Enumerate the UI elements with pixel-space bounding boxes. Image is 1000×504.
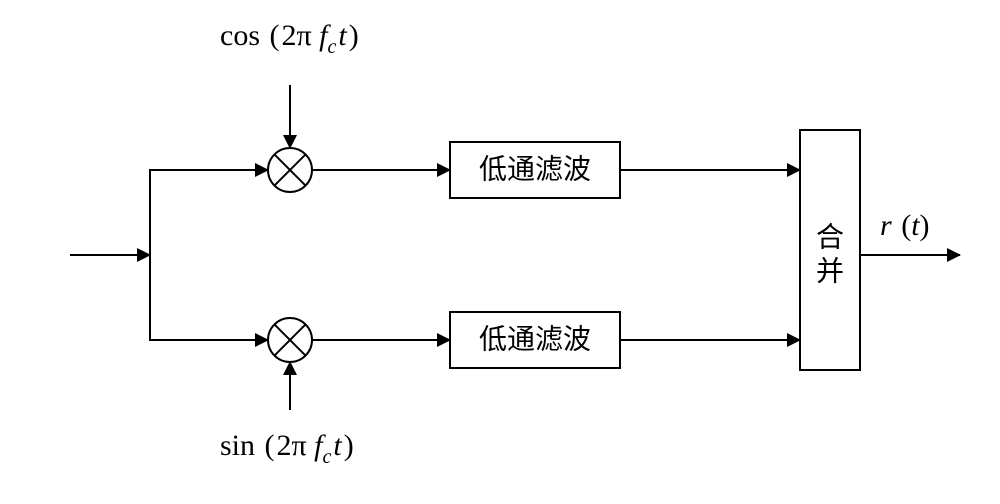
label-sin: sin (2π fct) (220, 429, 354, 468)
lpf-bot-block: 低通滤波 (450, 312, 620, 368)
lpf-top-block: 低通滤波 (450, 142, 620, 198)
label-output: r (t) (880, 209, 930, 242)
combine-label-char: 并 (816, 255, 844, 287)
combine-block: 合并 (800, 130, 860, 370)
label-cos: cos (2π fct) (220, 19, 359, 58)
mixer-bot (268, 318, 312, 362)
wire-to-mixer-top (150, 170, 268, 255)
lpf-bot-block-label: 低通滤波 (479, 323, 591, 355)
mixer-top (268, 148, 312, 192)
wire-to-mixer-bot (150, 255, 268, 340)
lpf-top-block-label: 低通滤波 (479, 153, 591, 185)
combine-label-char: 合 (816, 221, 844, 253)
